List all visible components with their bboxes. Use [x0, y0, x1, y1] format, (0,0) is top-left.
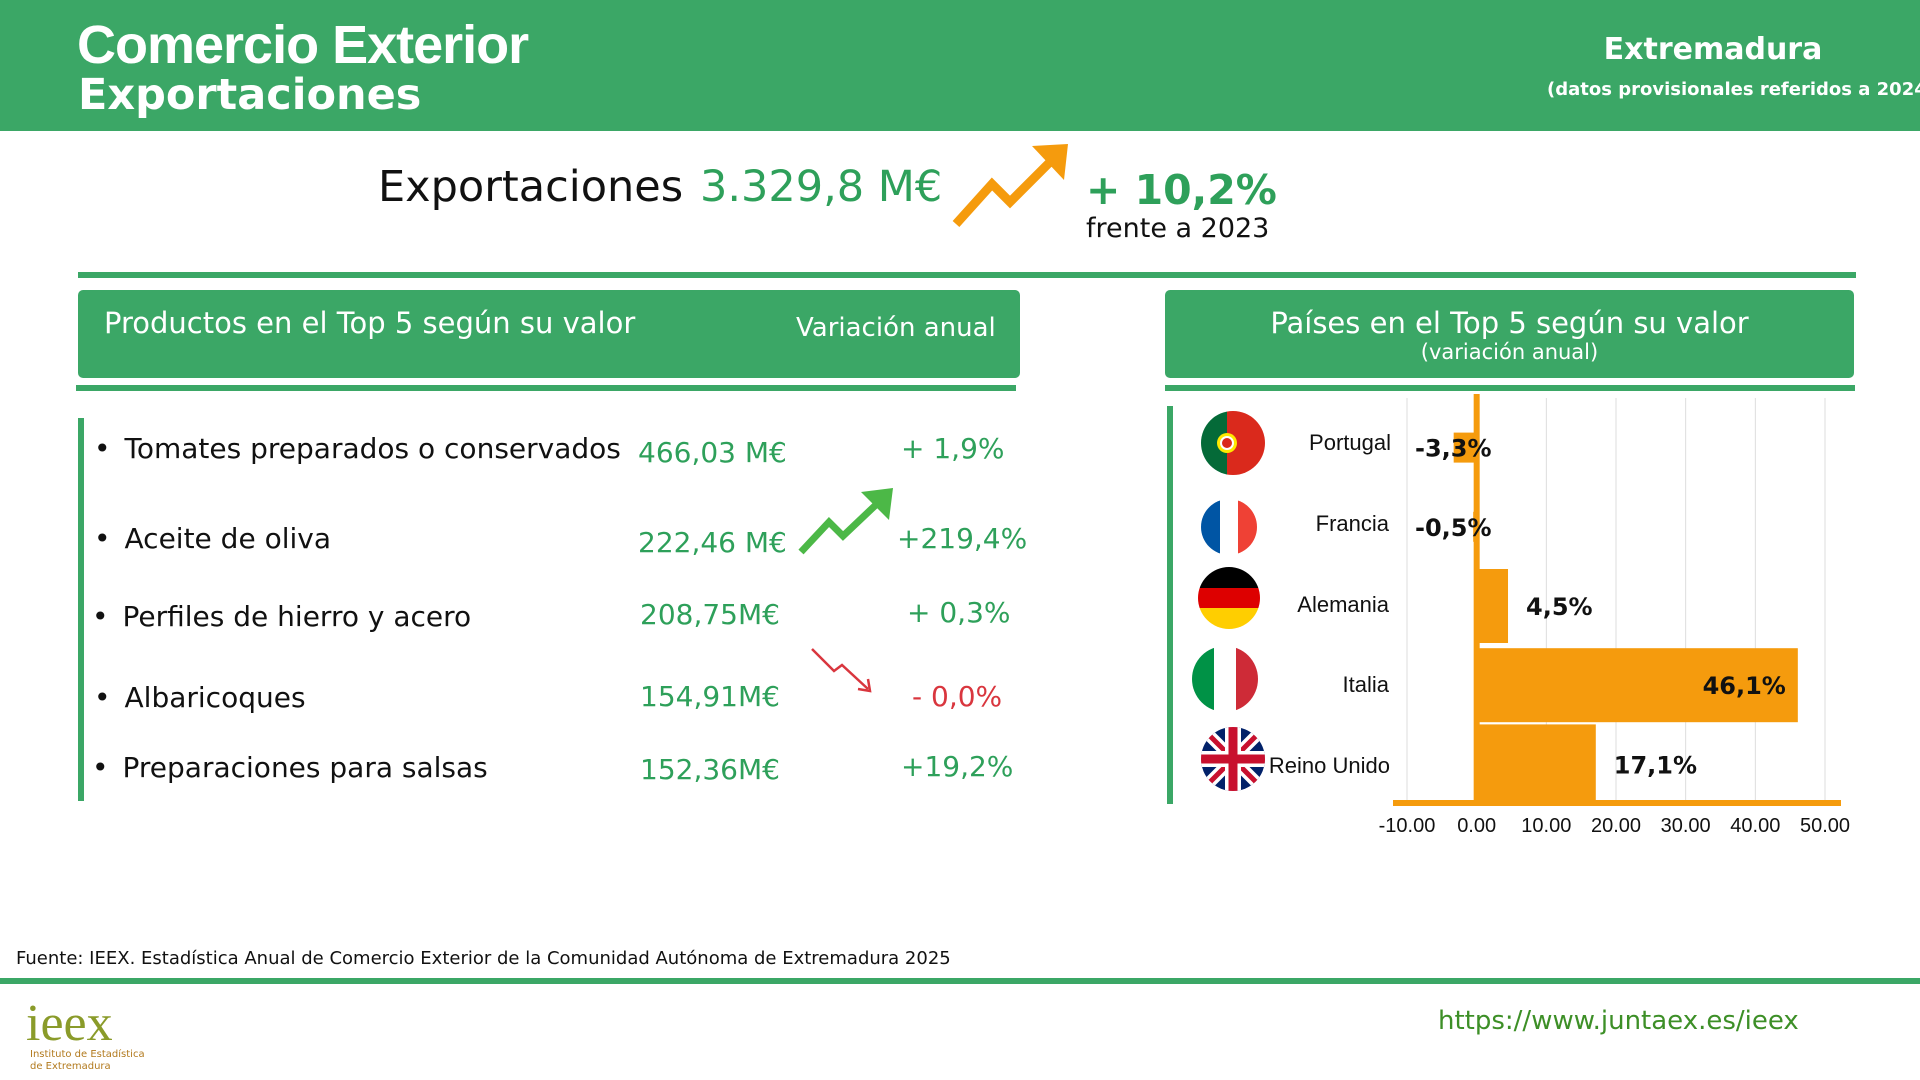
data-label: -3,3%	[1415, 435, 1492, 463]
country-label: Francia	[1315, 511, 1389, 536]
page-subtitle: Exportaciones	[78, 70, 422, 120]
x-tick-label: -10.00	[1379, 815, 1436, 837]
product-change: + 1,9%	[901, 432, 1005, 465]
portugal-flag-icon	[1201, 411, 1265, 475]
product-name: Aceite de oliva	[94, 522, 332, 555]
product-change: + 0,3%	[907, 596, 1011, 629]
header-bar	[0, 0, 1920, 131]
country-label: Alemania	[1297, 592, 1389, 617]
product-change: +19,2%	[901, 750, 1014, 783]
country-label: Portugal	[1309, 430, 1391, 455]
france-flag-icon	[1201, 499, 1257, 555]
kpi-comparison: frente a 2023	[1086, 213, 1270, 244]
data-label: 46,1%	[1703, 672, 1786, 700]
trend-up-icon	[952, 144, 1068, 228]
product-value: 154,91M€	[640, 680, 780, 713]
italy-flag-icon	[1192, 646, 1258, 712]
logo-subtitle: Instituto de Estadística de Extremadura	[30, 1049, 145, 1073]
kpi-label: Exportaciones	[378, 162, 684, 212]
x-tick-label: 0.00	[1457, 815, 1496, 837]
germany-flag-icon	[1198, 567, 1260, 629]
divider	[78, 272, 1856, 278]
countries-panel-header	[1165, 290, 1854, 378]
product-name: Perfiles de hierro y acero	[92, 600, 472, 633]
product-value: 222,46 M€	[638, 526, 787, 559]
website-link[interactable]: https://www.juntaex.es/ieex	[1438, 1006, 1799, 1036]
product-change: +219,4%	[897, 522, 1028, 555]
source-note: Fuente: IEEX. Estadística Anual de Comer…	[16, 948, 951, 969]
ieex-logo: ieex	[26, 995, 113, 1052]
region-label: Extremadura	[1603, 32, 1823, 67]
country-label: Reino Unido	[1268, 753, 1390, 778]
x-tick-label: 30.00	[1661, 815, 1711, 837]
x-tick-label: 50.00	[1800, 815, 1850, 837]
trend-up-icon	[798, 488, 893, 555]
product-name: Tomates preparados o conservados	[94, 432, 621, 465]
x-tick-label: 20.00	[1591, 815, 1641, 837]
uk-flag-icon	[1201, 727, 1265, 791]
trend-down-icon	[811, 648, 872, 693]
products-divider	[76, 385, 1016, 391]
product-value: 208,75M€	[640, 598, 780, 631]
country-label: Italia	[1342, 672, 1389, 697]
products-accent-bar	[78, 418, 84, 801]
product-value: 466,03 M€	[638, 436, 787, 469]
kpi-value: 3.329,8 M€	[700, 162, 943, 212]
data-label: -0,5%	[1415, 514, 1492, 542]
zero-axis	[1473, 394, 1480, 804]
footer-divider	[0, 978, 1920, 984]
bar	[1453, 432, 1477, 463]
x-tick-label: 10.00	[1521, 815, 1571, 837]
logo-subtitle-line: Instituto de Estadística	[30, 1049, 145, 1060]
countries-bar-chart: -10.00 0.00 10.00 20.00 30.00 40.00 50.00 -3,3%…	[1379, 394, 1850, 837]
product-value: 152,36M€	[640, 753, 780, 786]
products-panel-header	[78, 290, 1020, 378]
data-label: 17,1%	[1614, 751, 1697, 779]
product-change: - 0,0%	[912, 680, 1003, 713]
bar	[1476, 569, 1509, 643]
products-title: Productos en el Top 5 según su valor	[104, 306, 636, 340]
data-label: 4,5%	[1526, 593, 1593, 621]
page-title: Comercio Exterior	[77, 15, 529, 75]
countries-divider	[1165, 385, 1855, 391]
product-name: Albaricoques	[94, 681, 306, 714]
change-header: Variación anual	[796, 313, 996, 343]
countries-title: Países en el Top 5 según su valor	[1270, 306, 1749, 340]
product-name: Preparaciones para salsas	[92, 751, 488, 784]
logo-subtitle-line: de Extremadura	[30, 1061, 111, 1072]
x-tick-label: 40.00	[1730, 815, 1780, 837]
kpi-change: + 10,2%	[1086, 166, 1277, 214]
countries-subtitle: (variación anual)	[1420, 340, 1599, 364]
countries-accent-bar	[1167, 406, 1173, 804]
bar	[1476, 724, 1596, 805]
bar	[1476, 648, 1798, 723]
x-axis-line	[1393, 800, 1841, 806]
data-note: (datos provisionales referidos a 2024)	[1547, 79, 1920, 100]
